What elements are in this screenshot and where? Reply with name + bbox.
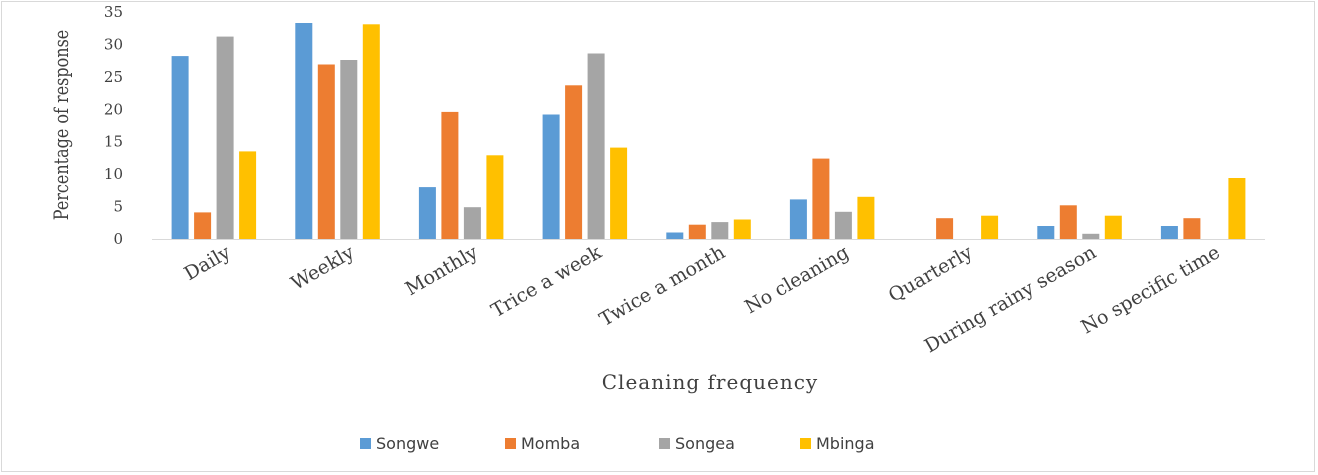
y-tick-label: 30 [104, 35, 123, 53]
bar-mbinga [733, 219, 751, 239]
legend-label-momba: Momba [521, 434, 580, 453]
bar-momba [317, 64, 335, 239]
bar-mbinga [610, 147, 628, 239]
y-tick-label: 5 [113, 198, 123, 216]
legend-label-mbinga: Mbinga [816, 434, 875, 453]
bars [171, 23, 1246, 239]
y-tick-labels: 0 5 10 15 20 25 30 35 [104, 3, 123, 248]
y-tick-label: 20 [104, 100, 123, 118]
bar-mbinga [981, 215, 999, 239]
legend-swatch-momba [505, 438, 516, 449]
bar-songwe [1160, 226, 1178, 239]
bar-mbinga [1104, 215, 1122, 239]
bar-mbinga [239, 151, 257, 239]
bar-songea [463, 207, 481, 239]
bar-songwe [295, 23, 313, 239]
category-label: No specific time [1077, 241, 1223, 338]
bar-mbinga [362, 24, 380, 239]
legend: Songwe Momba Songea Mbinga [360, 434, 875, 453]
category-label: Twice a month [596, 241, 729, 331]
y-tick-label: 35 [104, 3, 123, 21]
bar-mbinga [1228, 178, 1246, 239]
category-label: Trice a week [487, 241, 605, 322]
bar-momba [1059, 205, 1077, 239]
y-tick-label: 10 [104, 165, 123, 183]
bar-songwe [542, 114, 560, 239]
bar-momba [1183, 218, 1201, 239]
bar-songea [834, 211, 852, 239]
category-label: Monthly [402, 241, 482, 300]
bar-momba [688, 224, 706, 239]
x-axis-title: Cleaning frequency [602, 370, 818, 394]
bar-songea [711, 222, 729, 239]
bar-songwe [1037, 226, 1055, 239]
y-axis-title: Percentage of response [50, 30, 73, 220]
category-label: Quarterly [885, 241, 977, 307]
bar-momba [194, 212, 212, 239]
y-tick-label: 25 [104, 68, 123, 86]
category-label: No cleaning [741, 241, 853, 318]
legend-swatch-mbinga [800, 438, 811, 449]
bar-songwe [666, 232, 684, 239]
category-label: Daily [180, 241, 234, 285]
bar-songea [1082, 233, 1100, 239]
bar-momba [812, 158, 830, 239]
category-label: Weekly [287, 241, 358, 295]
bar-songea [340, 60, 358, 239]
bar-momba [565, 85, 583, 239]
bar-mbinga [857, 196, 875, 239]
bar-momba [441, 111, 459, 239]
bar-songwe [789, 199, 807, 239]
legend-swatch-songea [659, 438, 670, 449]
legend-swatch-songwe [360, 438, 371, 449]
bar-songwe [418, 187, 436, 239]
bar-mbinga [486, 155, 504, 239]
bar-songwe [171, 56, 189, 239]
bar-songea [216, 36, 234, 239]
legend-label-songea: Songea [675, 434, 735, 453]
bar-songea [587, 53, 605, 239]
legend-label-songwe: Songwe [376, 434, 439, 453]
bar-momba [936, 218, 954, 239]
y-tick-label: 0 [113, 230, 123, 248]
y-tick-label: 15 [104, 133, 123, 151]
